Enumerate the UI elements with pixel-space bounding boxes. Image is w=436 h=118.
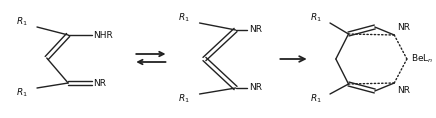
- Text: NHR: NHR: [93, 30, 113, 40]
- Text: $R_1$: $R_1$: [16, 87, 27, 99]
- Text: NR: NR: [249, 25, 262, 34]
- Text: $R_1$: $R_1$: [310, 93, 322, 105]
- Text: NR: NR: [93, 78, 106, 88]
- Text: $R_1$: $R_1$: [178, 93, 190, 105]
- Text: NR: NR: [397, 86, 410, 95]
- Text: NR: NR: [397, 23, 410, 32]
- Text: $\mathrm{BeL}_n$: $\mathrm{BeL}_n$: [411, 53, 433, 65]
- Text: $R_1$: $R_1$: [178, 12, 190, 24]
- Text: $R_1$: $R_1$: [16, 16, 27, 28]
- Text: $R_1$: $R_1$: [310, 12, 322, 24]
- Text: NR: NR: [249, 84, 262, 93]
